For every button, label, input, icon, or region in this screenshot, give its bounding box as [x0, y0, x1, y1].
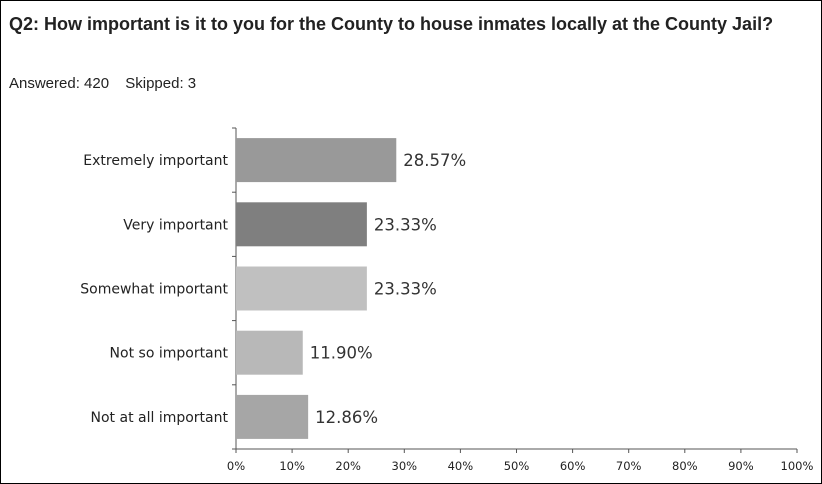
data-label: 11.90%	[310, 344, 373, 363]
bar	[236, 202, 367, 247]
category-label: Not so important	[110, 346, 229, 362]
data-label: 23.33%	[374, 280, 437, 299]
skipped-count: Skipped: 3	[125, 75, 197, 92]
x-tick-label: 20%	[335, 459, 361, 473]
data-label: 28.57%	[403, 151, 466, 170]
x-tick-label: 0%	[227, 459, 245, 473]
x-tick-label: 10%	[279, 459, 305, 473]
bar	[236, 266, 367, 311]
category-label: Somewhat important	[80, 282, 228, 298]
category-label: Very important	[123, 217, 228, 233]
x-tick-label: 100%	[781, 459, 814, 473]
bar	[236, 138, 397, 183]
data-label: 12.86%	[315, 408, 378, 427]
category-label: Extremely important	[83, 153, 228, 169]
response-summary: Answered: 420 Skipped: 3	[9, 75, 208, 92]
x-tick-label: 30%	[392, 459, 418, 473]
x-tick-label: 40%	[448, 459, 474, 473]
bar	[236, 330, 303, 375]
answered-count: Answered: 420	[9, 75, 110, 92]
category-label: Not at all important	[91, 410, 229, 426]
x-tick-label: 50%	[504, 459, 530, 473]
x-tick-label: 60%	[560, 459, 586, 473]
x-tick-label: 70%	[616, 459, 642, 473]
x-tick-label: 90%	[728, 459, 754, 473]
bar	[236, 394, 309, 439]
question-title: Q2: How important is it to you for the C…	[9, 14, 774, 34]
data-label: 23.33%	[374, 215, 437, 234]
x-tick-label: 80%	[672, 459, 698, 473]
